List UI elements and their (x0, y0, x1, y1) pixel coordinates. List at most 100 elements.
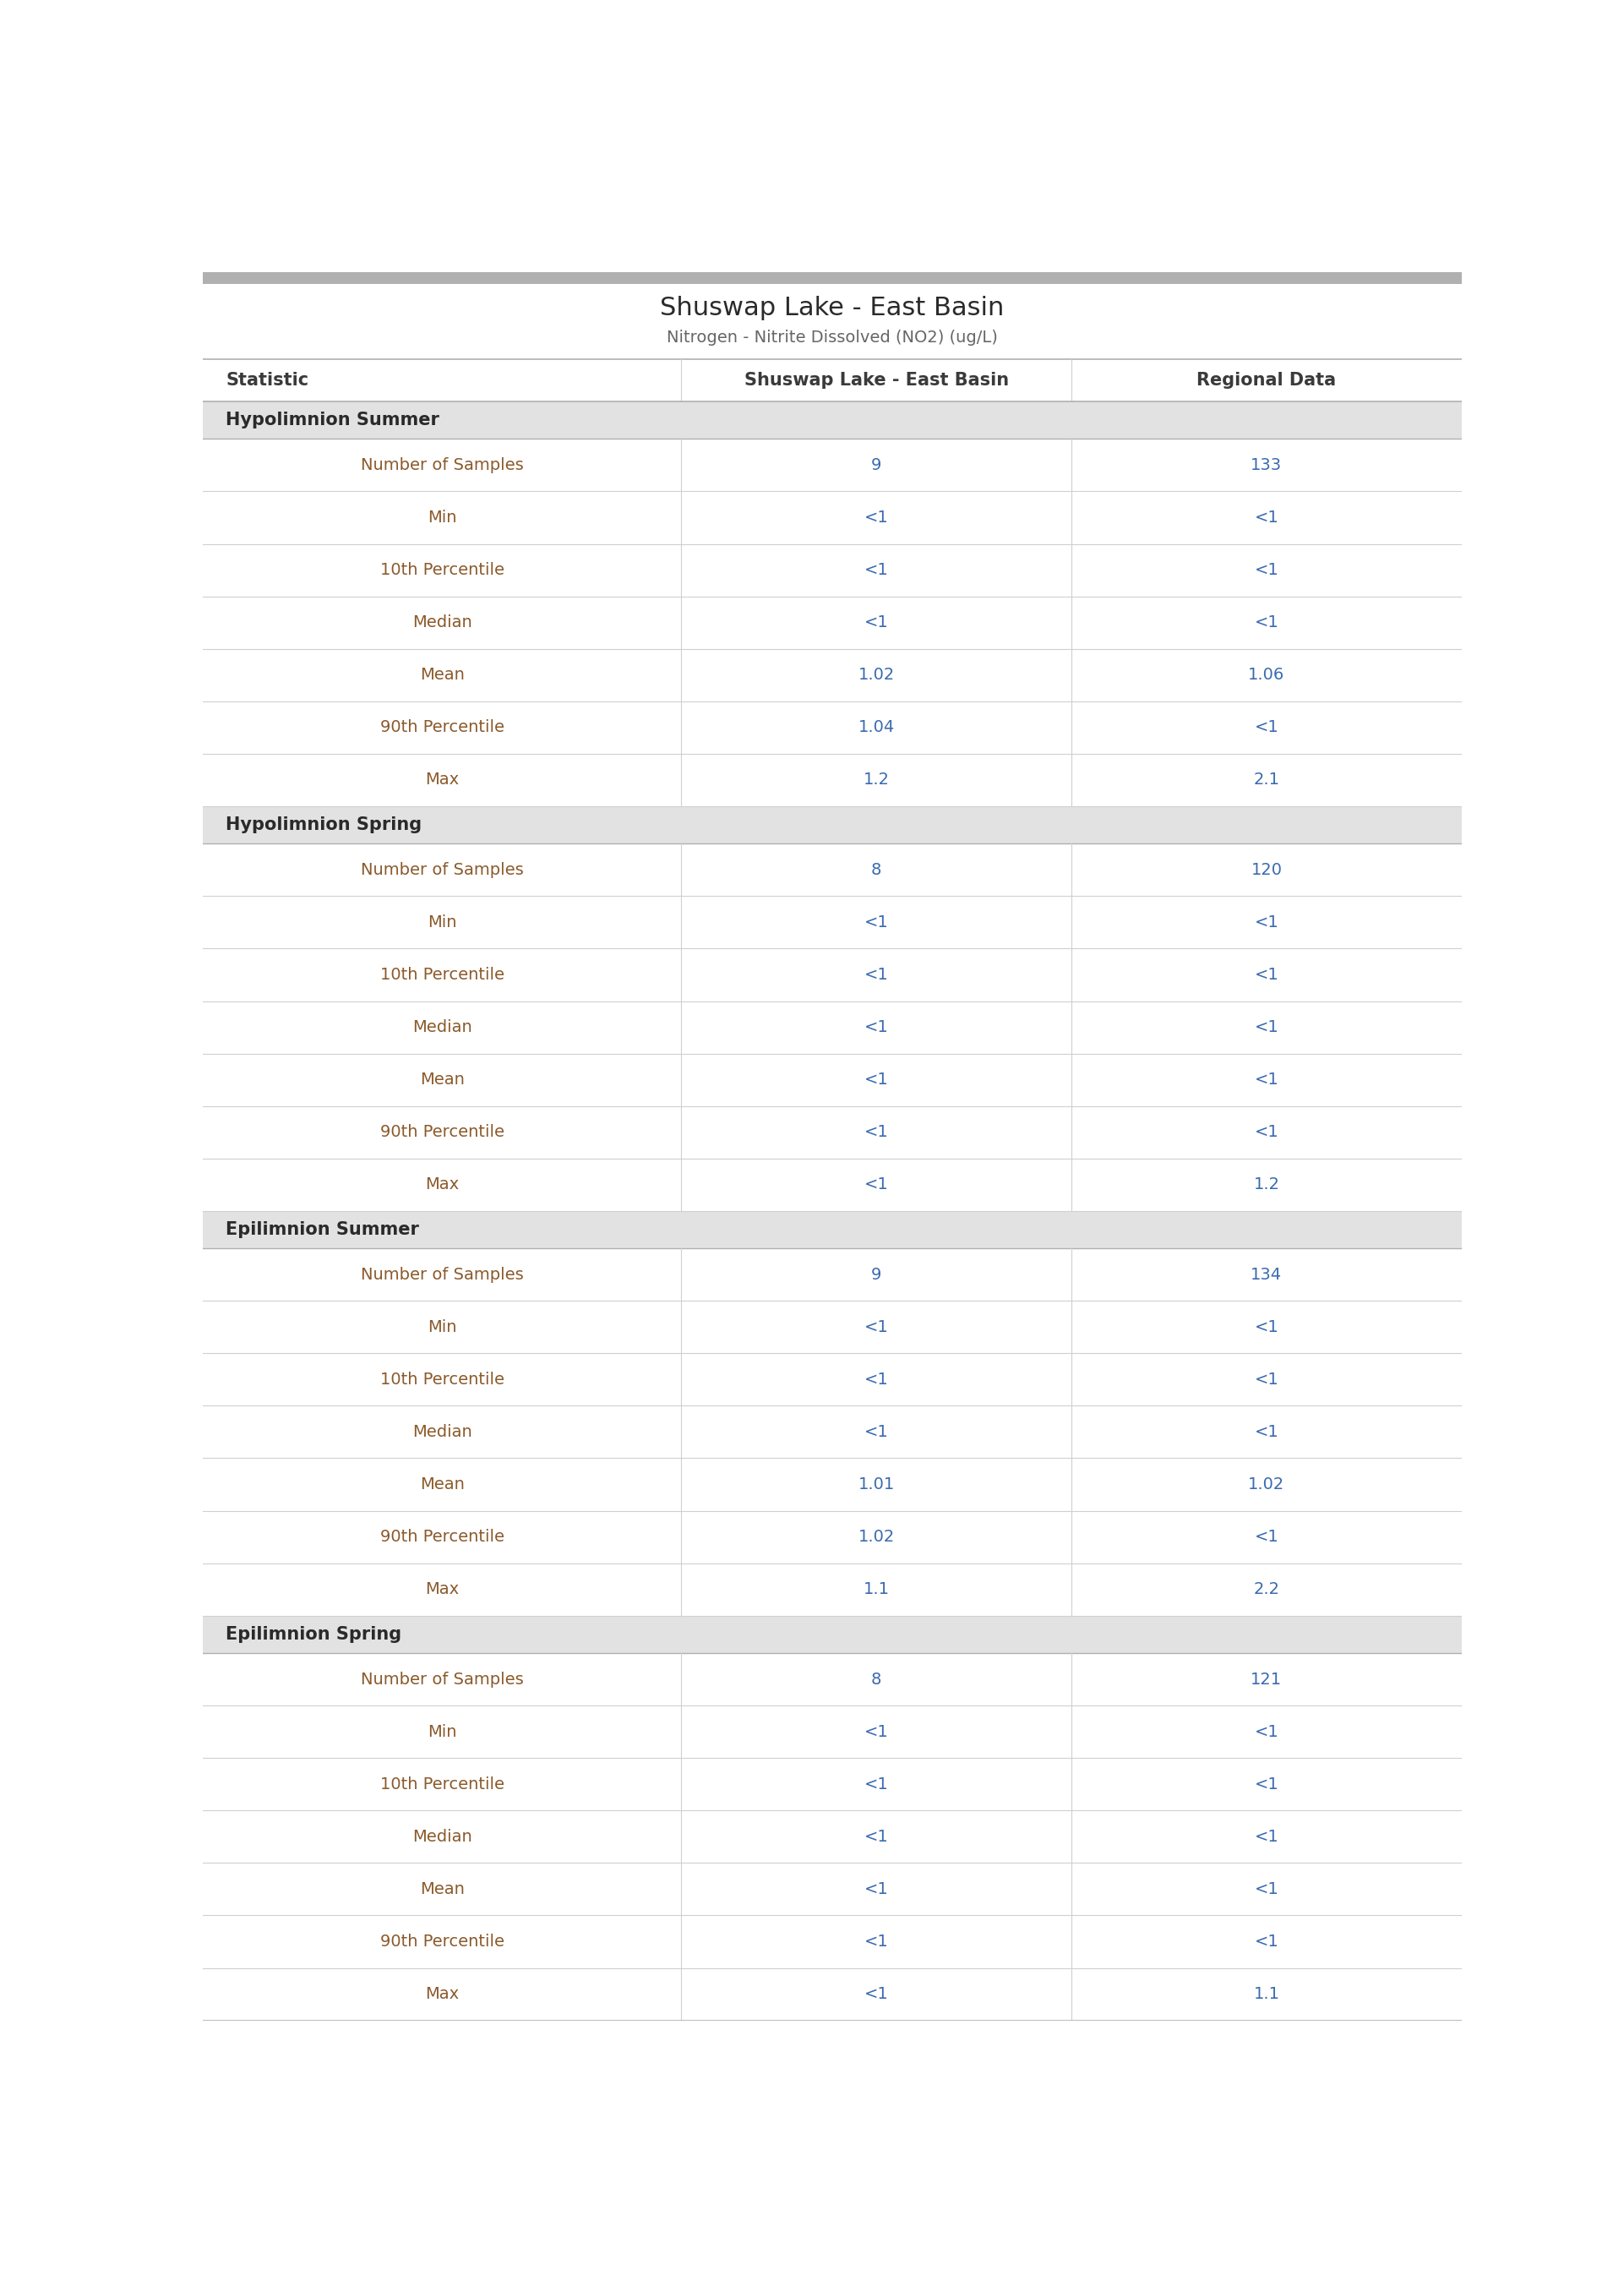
Text: <1: <1 (864, 1071, 888, 1087)
Bar (203, 284, 1462, 359)
Text: <1: <1 (864, 1723, 888, 1741)
Bar (203, 1158, 1462, 1210)
Text: <1: <1 (1254, 508, 1278, 527)
Bar (203, 597, 1462, 649)
Text: <1: <1 (864, 967, 888, 983)
Bar (203, 1653, 1462, 1705)
Text: Max: Max (425, 1176, 460, 1192)
Text: Min: Min (427, 508, 456, 527)
Bar (203, 897, 1462, 949)
Text: 1.1: 1.1 (1254, 1986, 1280, 2002)
Text: <1: <1 (864, 1986, 888, 2002)
Text: Min: Min (427, 1723, 456, 1741)
Text: 8: 8 (870, 1671, 882, 1687)
Bar (203, 1105, 1462, 1158)
Text: Mean: Mean (419, 1882, 464, 1898)
Text: Statistic: Statistic (226, 372, 309, 388)
Bar (203, 754, 1462, 806)
Text: Median: Median (412, 615, 473, 631)
Bar (203, 1916, 1462, 1968)
Text: 121: 121 (1250, 1671, 1283, 1687)
Text: <1: <1 (1254, 1124, 1278, 1140)
Bar (203, 844, 1462, 897)
Text: 10th Percentile: 10th Percentile (380, 1371, 503, 1387)
Text: Number of Samples: Number of Samples (361, 1267, 523, 1283)
Bar (203, 1616, 1462, 1653)
Text: <1: <1 (864, 1882, 888, 1898)
Bar (203, 1759, 1462, 1811)
Text: <1: <1 (1254, 1019, 1278, 1035)
Text: <1: <1 (1254, 967, 1278, 983)
Text: 90th Percentile: 90th Percentile (380, 1530, 503, 1546)
Text: 1.2: 1.2 (864, 772, 890, 788)
Bar (203, 402, 1462, 438)
Text: 90th Percentile: 90th Percentile (380, 1934, 503, 1950)
Text: <1: <1 (864, 915, 888, 931)
Text: <1: <1 (1254, 1830, 1278, 1846)
Text: Min: Min (427, 915, 456, 931)
Text: Number of Samples: Number of Samples (361, 1671, 523, 1687)
Text: <1: <1 (1254, 1423, 1278, 1439)
Text: <1: <1 (1254, 1530, 1278, 1546)
Bar (203, 1353, 1462, 1405)
Text: 10th Percentile: 10th Percentile (380, 967, 503, 983)
Text: <1: <1 (1254, 615, 1278, 631)
Text: <1: <1 (864, 1124, 888, 1140)
Text: 2.2: 2.2 (1254, 1582, 1280, 1598)
Text: 1.02: 1.02 (1249, 1476, 1285, 1491)
Text: <1: <1 (1254, 1723, 1278, 1741)
Text: <1: <1 (864, 1777, 888, 1793)
Text: Shuswap Lake - East Basin: Shuswap Lake - East Basin (661, 295, 1004, 320)
Text: <1: <1 (1254, 563, 1278, 579)
Bar (203, 1301, 1462, 1353)
Text: 9: 9 (870, 1267, 882, 1283)
Text: 10th Percentile: 10th Percentile (380, 563, 503, 579)
Text: Mean: Mean (419, 667, 464, 683)
Text: <1: <1 (864, 1319, 888, 1335)
Bar (203, 1968, 1462, 2020)
Text: Max: Max (425, 772, 460, 788)
Text: Mean: Mean (419, 1476, 464, 1491)
Text: <1: <1 (1254, 915, 1278, 931)
Text: <1: <1 (864, 615, 888, 631)
Text: Hypolimnion Spring: Hypolimnion Spring (226, 817, 422, 833)
Bar (203, 701, 1462, 754)
Text: <1: <1 (1254, 720, 1278, 735)
Text: 133: 133 (1250, 456, 1283, 472)
Bar (203, 1210, 1462, 1249)
Text: 9: 9 (870, 456, 882, 472)
Bar (203, 1405, 1462, 1457)
Text: Number of Samples: Number of Samples (361, 456, 523, 472)
Text: 1.02: 1.02 (857, 1530, 895, 1546)
Text: <1: <1 (864, 1934, 888, 1950)
Text: Min: Min (427, 1319, 456, 1335)
Text: Median: Median (412, 1019, 473, 1035)
Text: <1: <1 (864, 1423, 888, 1439)
Bar (203, 545, 1462, 597)
Text: 1.01: 1.01 (857, 1476, 895, 1491)
Text: 1.2: 1.2 (1254, 1176, 1280, 1192)
Text: <1: <1 (864, 1830, 888, 1846)
Text: Median: Median (412, 1423, 473, 1439)
Text: Median: Median (412, 1830, 473, 1846)
Text: <1: <1 (864, 1019, 888, 1035)
Text: 1.06: 1.06 (1249, 667, 1285, 683)
Bar (203, 1510, 1462, 1564)
Bar (203, 438, 1462, 490)
Bar (203, 1001, 1462, 1053)
Text: Regional Data: Regional Data (1197, 372, 1337, 388)
Bar (203, 1053, 1462, 1105)
Bar (203, 1249, 1462, 1301)
Text: Hypolimnion Summer: Hypolimnion Summer (226, 411, 440, 429)
Text: 90th Percentile: 90th Percentile (380, 720, 503, 735)
Text: <1: <1 (1254, 1071, 1278, 1087)
Text: <1: <1 (1254, 1319, 1278, 1335)
Bar (203, 1457, 1462, 1510)
Bar (203, 359, 1462, 402)
Text: Max: Max (425, 1582, 460, 1598)
Text: Epilimnion Spring: Epilimnion Spring (226, 1625, 401, 1643)
Bar (203, 1811, 1462, 1864)
Bar (203, 272, 1462, 284)
Text: <1: <1 (864, 508, 888, 527)
Text: <1: <1 (864, 563, 888, 579)
